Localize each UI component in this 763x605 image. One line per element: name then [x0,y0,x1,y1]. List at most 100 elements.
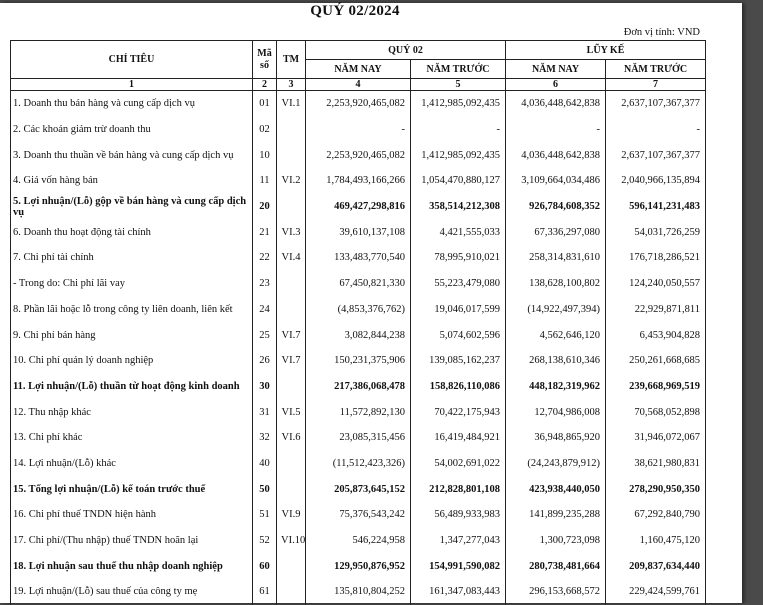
ytd-last-year: 70,568,052,898 [605,399,707,425]
ytd-this-year: 67,336,297,080 [505,219,607,246]
row-label: 1. Doanh thu bán hàng và cung cấp dịch v… [10,90,253,117]
row-code: 32 [252,424,277,451]
ytd-this-year: 4,562,646,120 [505,322,607,348]
row-note: VI.4 [276,245,306,271]
row-label: 14. Lợi nhuận/(Lỗ) khác [10,450,253,477]
row-note: VI.3 [276,219,306,246]
quarter-last-year: 139,085,162,237 [409,347,507,374]
header-tm: TM [276,40,306,79]
table-row: 12. Thu nhập khác 31 VI.5 11,572,892,130 70,… [10,399,707,425]
row-note [276,193,306,220]
table-row: 4. Giá vốn hàng bán 11 VI.2 1,784,493,166,2… [10,168,707,194]
ytd-this-year: 296,153,668,572 [505,579,607,605]
row-note: VI.9 [276,502,306,528]
row-note: VI.2 [276,168,306,194]
row-label: 17. Chi phí/(Thu nhập) thuế TNDN hoãn lạ… [10,527,253,554]
ytd-last-year: 176,718,286,521 [605,245,707,271]
ytd-last-year: 250,261,668,685 [605,347,707,374]
quarter-this-year: 1,784,493,166,266 [305,168,411,194]
row-note [276,373,306,400]
row-note: VI.1 [276,90,306,117]
quarter-this-year: (4,853,376,762) [305,296,411,323]
ytd-last-year: 1,160,475,120 [605,527,707,554]
ytd-last-year: 239,668,969,519 [605,373,707,400]
row-label: 4. Giá vốn hàng bán [10,168,253,194]
row-code: 21 [252,219,277,246]
row-code: 52 [252,527,277,554]
row-note [276,270,306,297]
ytd-this-year: 141,899,235,288 [505,502,607,528]
row-label: 11. Lợi nhuận/(Lỗ) thuần từ hoạt động ki… [10,373,253,400]
quarter-this-year: 11,572,892,130 [305,399,411,425]
col-number: 1 [10,78,253,91]
ytd-this-year: 4,036,448,642,838 [505,142,607,169]
quarter-this-year: 75,376,543,242 [305,502,411,528]
row-code: 25 [252,322,277,348]
quarter-last-year: 212,828,801,108 [409,476,507,502]
quarter-last-year: 5,074,602,596 [409,322,507,348]
quarter-this-year: 2,253,920,465,082 [305,142,411,169]
row-note: VI.7 [276,347,306,374]
ytd-last-year: - [605,116,707,143]
ytd-this-year: 36,948,865,920 [505,424,607,451]
row-label: 15. Tổng lợi nhuận/(Lỗ) kế toán trước th… [10,476,253,502]
row-code: 50 [252,476,277,502]
ytd-this-year: 138,628,100,802 [505,270,607,297]
row-note: VI.5 [276,399,306,425]
row-label: 9. Chi phí bán hàng [10,322,253,348]
row-note [276,476,306,502]
ytd-this-year: 268,138,610,346 [505,347,607,374]
col-number: 5 [409,78,507,91]
quarter-last-year: 1,054,470,880,127 [409,168,507,194]
quarter-last-year: - [409,116,507,143]
ytd-this-year: 280,738,481,664 [505,553,607,580]
row-label: 13. Chi phí khác [10,424,253,451]
quarter-last-year: 56,489,933,983 [409,502,507,528]
header-luy-ke-nam-nay: NĂM NAY [505,59,607,79]
table-row: 16. Chi phí thuế TNDN hiện hành 51 VI.9 75,… [10,502,707,528]
row-label: - Trong do: Chi phí lãi vay [10,270,253,297]
row-label: 2. Các khoản giảm trừ doanh thu [10,116,253,143]
ytd-last-year: 278,290,950,350 [605,476,707,502]
row-label: 16. Chi phí thuế TNDN hiện hành [10,502,253,528]
quarter-last-year: 4,421,555,033 [409,219,507,246]
quarter-last-year: 1,347,277,043 [409,527,507,554]
row-note [276,116,306,143]
row-code: 31 [252,399,277,425]
ytd-last-year: 38,621,980,831 [605,450,707,477]
table-row: 15. Tổng lợi nhuận/(Lỗ) kế toán trước th… [10,476,707,502]
quarter-last-year: 54,002,691,022 [409,450,507,477]
ytd-this-year: - [505,116,607,143]
quarter-last-year: 78,995,910,021 [409,245,507,271]
quarter-this-year: 135,810,804,252 [305,579,411,605]
row-code: 61 [252,579,277,605]
row-code: 51 [252,502,277,528]
quarter-this-year: 2,253,920,465,082 [305,90,411,117]
row-label: 18. Lợi nhuận sau thuế thu nhập doanh ng… [10,553,253,580]
quarter-this-year: 39,610,137,108 [305,219,411,246]
row-code: 02 [252,116,277,143]
row-label: 8. Phần lãi hoặc lỗ trong công ty liên d… [10,296,253,323]
quarter-last-year: 55,223,479,080 [409,270,507,297]
ytd-last-year: 209,837,634,440 [605,553,707,580]
quarter-this-year: 129,950,876,952 [305,553,411,580]
ytd-this-year: 926,784,608,352 [505,193,607,220]
ytd-last-year: 2,040,966,135,894 [605,168,707,194]
table-row: 1. Doanh thu bán hàng và cung cấp dịch v… [10,90,707,117]
ytd-last-year: 67,292,840,790 [605,502,707,528]
row-note [276,296,306,323]
ytd-this-year: 1,300,723,098 [505,527,607,554]
table-row: 14. Lợi nhuận/(Lỗ) khác 40 (11,512,423,326… [10,450,707,477]
ytd-last-year: 2,637,107,367,377 [605,90,707,117]
table-row: - Trong do: Chi phí lãi vay 23 67,450,821,… [10,270,707,297]
header-ma-so: Mã số [252,40,277,79]
col-number: 3 [276,78,306,91]
row-code: 11 [252,168,277,194]
ytd-last-year: 124,240,050,557 [605,270,707,297]
quarter-last-year: 1,412,985,092,435 [409,142,507,169]
row-code: 10 [252,142,277,169]
ytd-this-year: (24,243,879,912) [505,450,607,477]
quarter-last-year: 154,991,590,082 [409,553,507,580]
table-row: 3. Doanh thu thuần về bán hàng và cung c… [10,142,707,169]
table-row: 7. Chi phí tài chính 22 VI.4 133,483,770,54… [10,245,707,271]
